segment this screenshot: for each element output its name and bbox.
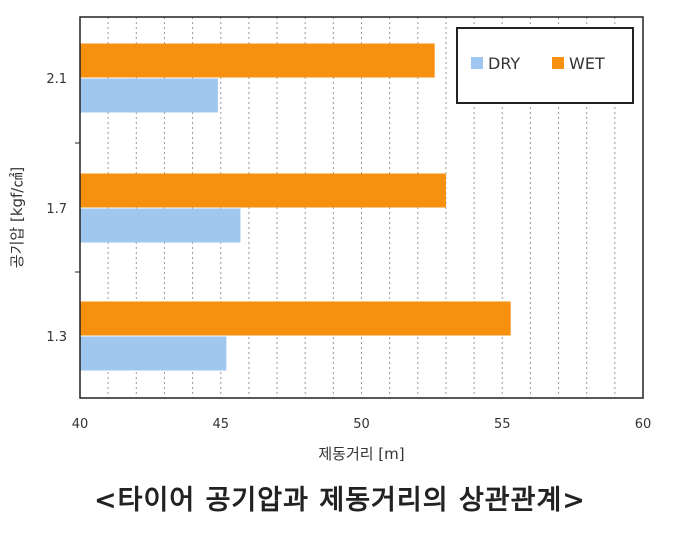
plot-frame — [79, 16, 644, 399]
legend-label-dry: DRY — [488, 54, 520, 73]
x-tick-label: 40 — [72, 417, 89, 432]
bar-wet-1-7 — [80, 173, 446, 208]
chart-container: 2.1 1.7 1.3 40 45 50 55 60 제동거리 [m] 공기압 [kgf/㎠] DR… — [8, 16, 652, 463]
bar-dry-1-7 — [80, 208, 241, 243]
x-tick-label: 60 — [635, 417, 652, 432]
bar-chart: 2.1 1.7 1.3 40 45 50 55 60 제동거리 [m] 공기압 [kgf/㎠] DR… — [8, 16, 652, 463]
y-tick-label: 1.3 — [46, 330, 67, 345]
x-axis-label: 제동거리 [m] — [318, 445, 404, 463]
bar-dry-2-1 — [80, 78, 218, 113]
y-tick-label: 1.7 — [46, 202, 67, 217]
y-tick-label: 2.1 — [46, 72, 67, 87]
legend-box — [456, 27, 634, 104]
x-tick-label: 50 — [353, 417, 370, 432]
x-tick-label: 45 — [212, 417, 229, 432]
x-tick-label: 55 — [494, 417, 511, 432]
y-axis-label: 공기압 [kgf/㎠] — [8, 167, 26, 268]
bar-wet-1-3 — [80, 301, 511, 336]
bar-dry-1-3 — [80, 336, 227, 371]
bar-wet-2-1 — [80, 43, 435, 78]
legend-swatch-wet — [552, 57, 564, 69]
legend-swatch-dry — [471, 57, 483, 69]
chart-caption: <타이어 공기압과 제동거리의 상관관계> — [94, 485, 586, 516]
legend-label-wet: WET — [569, 54, 605, 73]
